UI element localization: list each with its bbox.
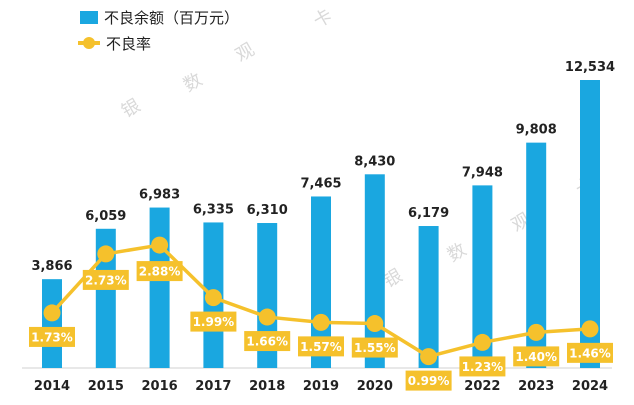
bar-value-label: 9,808 (516, 123, 557, 138)
watermark-char: 卡 (310, 5, 336, 32)
rate-label-box (405, 370, 452, 391)
bar-2016 (149, 207, 170, 368)
x-tick-label: 2019 (303, 379, 339, 394)
bar-value-label: 3,866 (31, 259, 72, 274)
x-tick-label: 2023 (518, 379, 554, 394)
rate-point-2019 (312, 313, 330, 331)
bar-value-label: 7,948 (462, 165, 503, 180)
rate-label-box (244, 331, 291, 352)
rate-value-label: 1.99% (193, 315, 235, 329)
rate-point-2023 (527, 323, 545, 341)
rate-value-label: 2.73% (85, 273, 127, 287)
rate-line-series: 1.73% 2.73% 2.88% 1.99% 1.66% 1.57% 1.55% 0.99%… (29, 236, 613, 391)
watermark-char: 银 (118, 95, 144, 122)
legend-line-label: 不良率 (106, 35, 151, 53)
rate-value-label: 1.57% (300, 340, 342, 354)
rate-label-box (298, 336, 344, 357)
bar-value-label: 7,465 (300, 176, 341, 191)
x-tick-label: 2020 (357, 379, 393, 394)
bar-2021 (418, 226, 439, 368)
rate-value-label: 2.88% (139, 265, 181, 279)
rate-label-box (190, 311, 237, 332)
watermark-layer: 银数观卡银数观卡 (118, 5, 598, 292)
rate-value-label: 1.73% (31, 330, 73, 344)
rate-label-box (82, 269, 129, 290)
rate-label-box (136, 261, 183, 282)
bar-value-label: 6,059 (85, 209, 126, 224)
rate-label-box (567, 342, 613, 363)
legend: 不良余额（百万元） 不良率 (78, 9, 239, 53)
bar-value-label: 6,983 (139, 188, 180, 203)
rate-point-2017 (204, 289, 222, 307)
rate-value-label: 1.66% (246, 335, 288, 349)
x-tick-label: 2015 (88, 379, 124, 394)
x-tick-label: 2016 (142, 379, 178, 394)
bar-value-label: 12,534 (565, 60, 615, 75)
bar-value-label: 6,335 (193, 202, 234, 217)
rate-point-2014 (43, 304, 61, 322)
rate-point-2015 (97, 245, 115, 263)
legend-line-marker (83, 37, 95, 49)
rate-value-label: 1.55% (354, 341, 396, 355)
rate-label-box (351, 337, 398, 358)
rate-label-box (513, 346, 560, 367)
rate-label-box (29, 326, 75, 347)
x-tick-label: 2018 (249, 379, 285, 394)
rate-label-box (459, 356, 506, 377)
watermark-char: 数 (180, 69, 206, 96)
rate-point-2018 (258, 308, 276, 326)
bar-2014 (42, 279, 62, 368)
rate-point-2016 (151, 236, 169, 254)
bar-value-label: 8,430 (354, 154, 395, 169)
rate-point-2022 (473, 333, 491, 351)
rate-value-label: 0.99% (408, 374, 450, 388)
rate-value-label: 1.23% (462, 360, 504, 374)
x-tick-label: 2017 (195, 379, 231, 394)
x-tick-label: 2022 (464, 379, 500, 394)
rate-value-label: 1.46% (569, 346, 611, 360)
bar-2024 (580, 80, 600, 368)
rate-point-2020 (366, 315, 384, 333)
watermark-char: 观 (232, 39, 258, 66)
bar-2015 (95, 228, 116, 368)
legend-bar-swatch (80, 11, 98, 24)
bar-2023 (526, 142, 547, 368)
rate-point-2024 (581, 320, 599, 338)
legend-bar-label: 不良余额（百万元） (104, 9, 239, 27)
bar-value-label: 6,179 (408, 206, 449, 221)
x-axis: 2014201520162017201820192020202120222023… (22, 367, 612, 394)
rate-point-2021 (420, 348, 438, 366)
bar-value-label: 6,310 (247, 203, 288, 218)
rate-value-label: 1.40% (515, 350, 557, 364)
x-tick-label: 2014 (34, 379, 70, 394)
watermark-char: 数 (444, 239, 470, 266)
x-tick-label: 2024 (572, 379, 608, 394)
bar-2022 (472, 185, 493, 368)
